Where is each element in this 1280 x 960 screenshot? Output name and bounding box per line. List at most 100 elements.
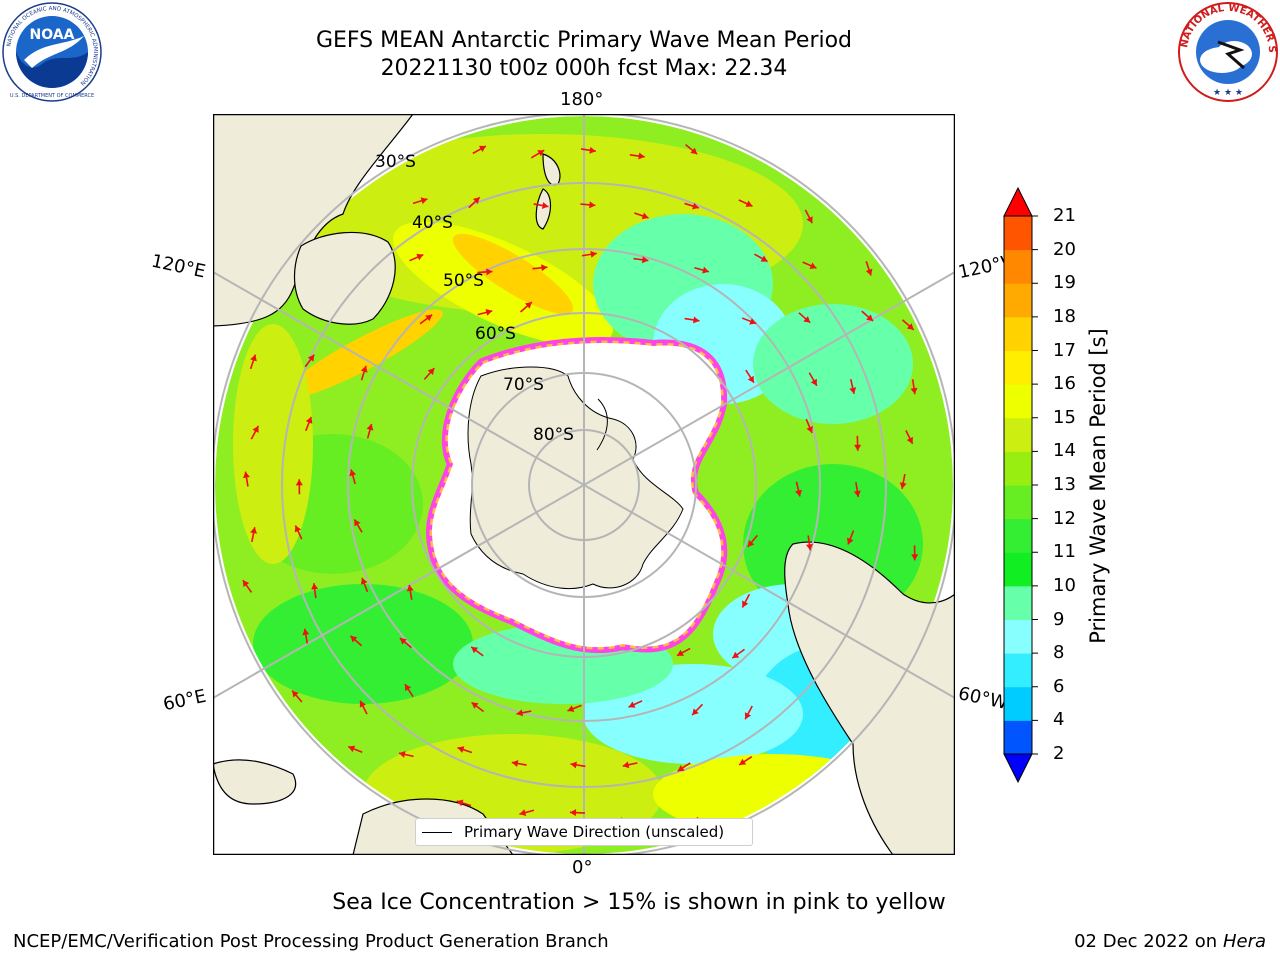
colorbar-segment <box>1004 283 1032 318</box>
wave-arrow-head <box>471 702 479 709</box>
wave-arrow-head <box>242 580 250 588</box>
colorbar-segment <box>1004 485 1032 520</box>
wave-arrow-head <box>676 649 684 656</box>
colorbar-segment <box>1004 216 1032 251</box>
wave-arrow-head <box>302 628 310 636</box>
colorbar-tick-label: 19 <box>1053 272 1076 294</box>
nws-logo: NATIONAL WEATHER SERVICE ★ ★ ★ <box>1178 2 1278 102</box>
wave-arrow-head <box>622 761 630 769</box>
wave-arrow-head <box>305 416 313 424</box>
wave-arrow-head <box>910 387 918 395</box>
wave-arrow-head <box>745 200 753 207</box>
colorbar-tick-label: 18 <box>1053 305 1076 327</box>
colorbar-tick-label: 13 <box>1053 474 1076 495</box>
lat-label-40s: 40°S <box>412 213 453 233</box>
chart-title: GEFS MEAN Antarctic Primary Wave Mean Pe… <box>315 28 853 53</box>
wave-arrow-head <box>846 537 854 545</box>
wave-arrow-head <box>404 684 412 692</box>
wave-arrow-head <box>739 758 747 765</box>
legend-label: Primary Wave Direction (unscaled) <box>464 823 725 841</box>
wave-arrow-head <box>641 212 649 220</box>
colorbar-tick-label: 17 <box>1053 339 1076 361</box>
colorbar-segment <box>1004 619 1032 654</box>
colorbar-segment <box>1004 384 1032 419</box>
footer-date: 02 Dec 2022 on Hera <box>1074 931 1266 952</box>
wave-arrow-head <box>641 256 649 264</box>
colorbar-tick-label: 8 <box>1053 642 1065 664</box>
wave-arrow-head <box>795 489 802 497</box>
wave-arrow-head <box>747 540 755 547</box>
wave-arrow-head <box>805 543 813 551</box>
wave-arrow-head <box>541 264 548 272</box>
wave-arrow-head <box>911 554 919 561</box>
wave-arrow-head <box>242 471 250 479</box>
wave-arrow-head <box>307 354 315 362</box>
colorbar-tick-label: 21 <box>1053 205 1076 226</box>
wave-arrow-head <box>806 426 813 433</box>
wave-arrow-head <box>537 150 545 157</box>
wave-arrow-head <box>590 250 597 258</box>
wave-arrow-head <box>692 708 699 716</box>
wave-arrow-head <box>693 316 700 324</box>
wave-arrow-head <box>360 365 368 373</box>
wave-arrow-head <box>589 201 596 209</box>
colorbar-under-arrow <box>1003 753 1033 784</box>
wave-arrow-head <box>399 638 407 645</box>
legend-line-swatch <box>422 831 452 833</box>
wave-arrow-head <box>349 469 357 477</box>
wave-arrow-head <box>456 799 464 807</box>
wave-arrow-head <box>486 268 493 276</box>
wave-arrow-head <box>295 479 303 486</box>
wave-arrow-head <box>366 423 374 431</box>
colorbar-segment <box>1004 686 1032 721</box>
sea-ice-note: Sea Ice Concentration > 15% is shown in … <box>332 890 946 915</box>
colorbar-segment <box>1004 720 1032 755</box>
wave-arrow-head <box>425 314 433 322</box>
wave-arrow-head <box>359 700 367 708</box>
wave-arrow-head <box>702 266 709 274</box>
wave-arrow-head <box>511 760 519 767</box>
colorbar-over-arrow <box>1003 186 1033 217</box>
wave-arrow-head <box>906 436 914 444</box>
wave-arrow-head <box>292 690 299 698</box>
lon-label-120e: 120°E <box>149 250 208 283</box>
lat-label-30s: 30°S <box>375 152 416 172</box>
lon-label-60e: 60°E <box>161 685 208 716</box>
wave-arrow-head <box>810 378 817 386</box>
wave-arrow-head <box>478 145 486 153</box>
graticule <box>213 114 955 855</box>
svg-text:★ ★ ★: ★ ★ ★ <box>1213 88 1243 98</box>
wave-arrow-head <box>732 651 740 659</box>
antarctica-sea-ice <box>426 337 728 654</box>
wave-arrow-head <box>252 425 259 433</box>
wave-arrow-head <box>398 750 406 758</box>
wave-arrow-head <box>677 764 685 772</box>
colorbar-segment <box>1004 585 1032 620</box>
colorbar-tick-label: 4 <box>1053 709 1065 731</box>
wave-arrow-head <box>294 525 302 533</box>
map-legend: Primary Wave Direction (unscaled) <box>415 818 753 846</box>
wave-arrow-head <box>690 147 698 155</box>
wave-arrow-head <box>541 202 549 209</box>
colorbar <box>1003 186 1038 784</box>
colorbar-segment <box>1004 417 1032 452</box>
noaa-logo-text: NOAA <box>30 27 75 43</box>
wave-arrow-head <box>406 584 414 592</box>
colorbar-tick-label: 11 <box>1053 541 1076 563</box>
colorbar-tick-label: 10 <box>1053 574 1076 596</box>
chart-subtitle-run: 20221130 t00z 000h fcst Max: 22.34 <box>380 56 788 81</box>
colorbar-tick-label: 20 <box>1053 238 1076 260</box>
wave-arrow-head <box>853 490 861 498</box>
wave-arrow-head <box>744 712 752 720</box>
wave-arrow-head <box>250 527 258 534</box>
wave-arrow-head <box>692 202 699 210</box>
colorbar-segment <box>1004 316 1032 351</box>
colorbar-label: Primary Wave Mean Period [s] <box>1086 328 1110 644</box>
wave-arrow-head <box>742 600 749 608</box>
colorbar-segment <box>1004 552 1032 587</box>
lat-label-50s: 50°S <box>443 271 484 291</box>
wave-arrow-head <box>485 309 493 316</box>
colorbar-tick-label: 12 <box>1053 507 1076 529</box>
wave-arrow-head <box>760 255 768 262</box>
footer-host: Hera <box>1222 931 1266 952</box>
